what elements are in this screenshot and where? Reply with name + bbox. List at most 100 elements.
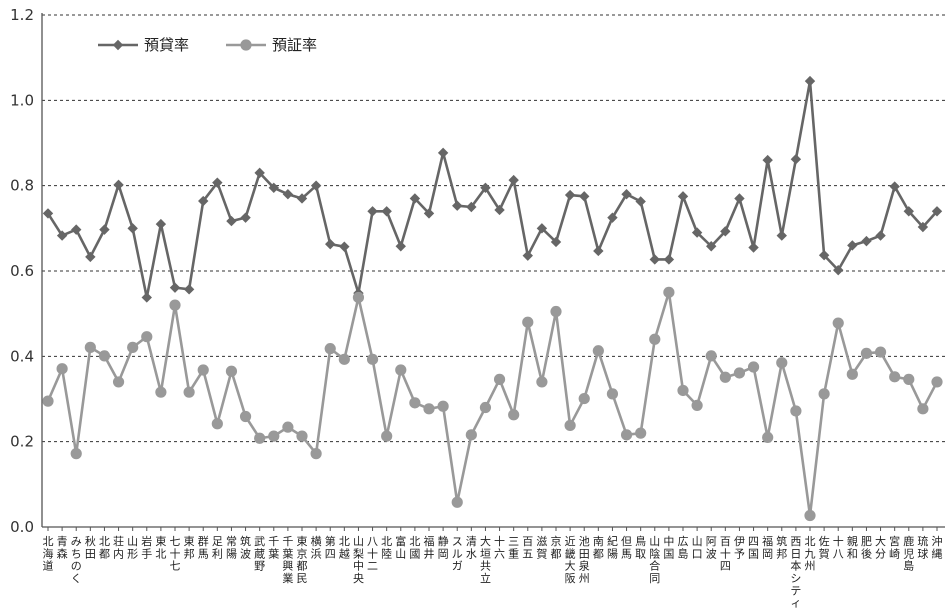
data-point	[917, 403, 929, 415]
x-tick-label: 但馬	[621, 535, 632, 560]
data-point	[239, 410, 252, 423]
data-point	[225, 365, 238, 377]
data-point	[522, 316, 534, 328]
data-point	[339, 241, 350, 252]
data-point	[268, 182, 279, 193]
series-1	[42, 75, 943, 303]
x-tick-label: 山形	[127, 535, 138, 560]
x-tick-label: 荘内	[113, 535, 124, 560]
data-point	[479, 401, 492, 414]
data-point	[296, 193, 308, 204]
data-point	[42, 395, 54, 407]
data-point	[663, 254, 675, 265]
x-tick-label: スルガ	[452, 535, 463, 573]
x-tick-label: 大垣共立	[480, 534, 491, 585]
x-tick-label: 佐賀	[819, 534, 830, 560]
data-point	[522, 250, 533, 261]
legend-label: 預証率	[272, 36, 317, 54]
data-point	[762, 431, 774, 443]
data-point	[367, 206, 378, 217]
data-point	[776, 230, 787, 241]
x-tick-label: 筑邦	[776, 534, 787, 560]
x-tick-label: 親和	[847, 535, 858, 560]
x-tick-label: 山口	[692, 535, 703, 560]
x-tick-label: 清水	[466, 535, 477, 560]
x-tick-label: 大分	[875, 534, 886, 560]
data-point	[889, 371, 901, 383]
data-point	[776, 357, 788, 369]
x-tick-label: 池田泉州	[579, 535, 590, 585]
y-tick-label: 0.0	[10, 518, 34, 536]
data-point	[395, 364, 407, 376]
x-tick-label: 宮崎	[889, 534, 900, 560]
legend: 預貸率 預証率	[98, 36, 317, 54]
data-point	[846, 368, 858, 380]
data-point	[437, 400, 449, 412]
data-point	[71, 224, 82, 235]
y-tick-label: 0.2	[10, 433, 34, 451]
data-point	[536, 376, 548, 388]
series-2	[42, 286, 943, 522]
series	[42, 75, 943, 522]
data-point	[734, 193, 745, 204]
data-point	[141, 331, 153, 343]
data-point	[832, 317, 844, 329]
data-point	[677, 191, 689, 202]
data-point	[790, 154, 802, 165]
data-point	[536, 223, 548, 234]
data-point	[98, 350, 111, 362]
x-tick-label: 阿波	[706, 535, 717, 560]
data-point	[352, 291, 365, 304]
data-point	[84, 341, 96, 353]
x-tick-label: 福岡	[762, 534, 773, 560]
axes	[41, 13, 945, 531]
x-tick-label: 山陰合同	[649, 535, 660, 585]
data-point	[437, 147, 449, 159]
data-point	[169, 299, 181, 311]
data-point	[282, 189, 294, 200]
x-tick-label: 十六	[494, 534, 505, 560]
x-tick-label: 広島	[678, 535, 689, 560]
x-tick-label: 中国	[663, 535, 674, 560]
data-point	[931, 376, 943, 388]
x-tick-label: 南都	[593, 535, 604, 560]
x-tick-label: 千葉	[268, 535, 279, 560]
x-tick-label: 富山	[395, 534, 406, 560]
y-tick-labels: 0.0 0.2 0.4 0.6 0.8 1.0 1.2	[10, 6, 34, 536]
data-point	[748, 242, 759, 253]
x-tick-label: 静岡	[438, 534, 449, 560]
data-point	[861, 235, 872, 247]
x-tick-label: 群馬	[198, 534, 209, 560]
series-line	[46, 79, 938, 299]
x-tick-label: みちのく	[71, 535, 82, 585]
x-tick-label: 西日本シティ	[790, 535, 801, 610]
data-point	[847, 240, 858, 251]
data-point	[381, 430, 393, 442]
legend-marker	[112, 39, 124, 51]
data-point	[85, 251, 96, 263]
x-tick-label: 足利	[212, 535, 223, 560]
legend-entry: 預貸率	[98, 36, 189, 54]
data-point	[197, 364, 209, 376]
data-point	[452, 200, 463, 211]
data-point	[338, 353, 350, 365]
data-point	[579, 191, 590, 202]
data-point	[366, 353, 379, 365]
data-point	[635, 427, 647, 439]
data-point	[324, 343, 336, 355]
x-tick-labels: 北海道青森みちのく秋田北都荘内山形岩手東北七十七東邦群馬足利常陽筑波武蔵野千葉千…	[43, 534, 943, 610]
data-point	[451, 496, 463, 508]
x-tick-label: 沖縄	[932, 535, 943, 560]
data-point	[677, 384, 689, 397]
data-point	[127, 341, 139, 353]
data-point	[691, 399, 703, 411]
data-point	[691, 227, 703, 238]
data-point	[480, 182, 491, 193]
x-tick-label: 東邦	[184, 535, 195, 560]
x-tick-label: 百十四	[720, 535, 731, 573]
x-tick-label: 筑波	[240, 534, 251, 560]
x-tick-label: 岩手	[141, 534, 152, 560]
data-point	[395, 241, 406, 252]
data-point	[649, 333, 661, 345]
data-point	[466, 201, 477, 213]
